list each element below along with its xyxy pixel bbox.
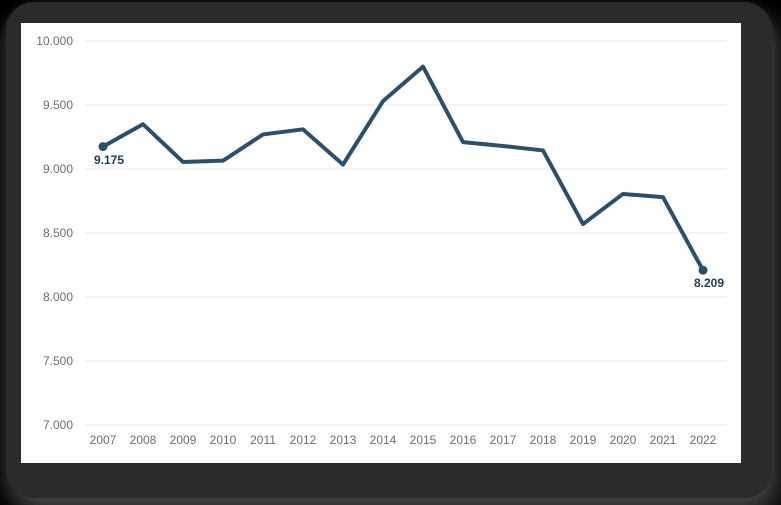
- x-axis-tick: 2007: [89, 433, 117, 447]
- x-axis-tick: 2008: [129, 433, 157, 447]
- y-axis-tick: 7.500: [42, 354, 73, 368]
- x-axis-tick: 2012: [289, 433, 317, 447]
- x-axis-tick: 2018: [529, 433, 557, 447]
- y-axis-tick: 7.000: [42, 418, 73, 432]
- x-axis-tick: 2013: [329, 433, 357, 447]
- x-axis-tick: 2020: [609, 433, 637, 447]
- x-axis-tick: 2022: [689, 433, 717, 447]
- y-axis-tick: 10.000: [36, 34, 73, 48]
- x-axis-tick: 2016: [449, 433, 477, 447]
- x-axis-tick: 2010: [209, 433, 237, 447]
- x-axis-tick: 2021: [649, 433, 677, 447]
- y-axis-tick: 9.500: [42, 98, 73, 112]
- screenshot-frame: 10.000 9.500 9.000 8.500 8.000 7.500 7.0…: [6, 2, 772, 498]
- chart-canvas: [85, 40, 727, 426]
- y-axis-tick: 8.500: [42, 226, 73, 240]
- y-axis-tick: 8.000: [42, 290, 73, 304]
- x-axis-tick: 2019: [569, 433, 597, 447]
- data-label-first: 9.175: [93, 153, 125, 167]
- x-axis-tick: 2014: [369, 433, 397, 447]
- x-axis-tick: 2011: [250, 433, 276, 447]
- y-axis-tick: 9.000: [42, 162, 73, 176]
- chart-card: 10.000 9.500 9.000 8.500 8.000 7.500 7.0…: [21, 23, 741, 463]
- x-axis-tick: 2015: [409, 433, 437, 447]
- x-axis-tick: 2009: [169, 433, 197, 447]
- x-axis-tick: 2017: [489, 433, 517, 447]
- data-label-last: 8.209: [693, 276, 725, 290]
